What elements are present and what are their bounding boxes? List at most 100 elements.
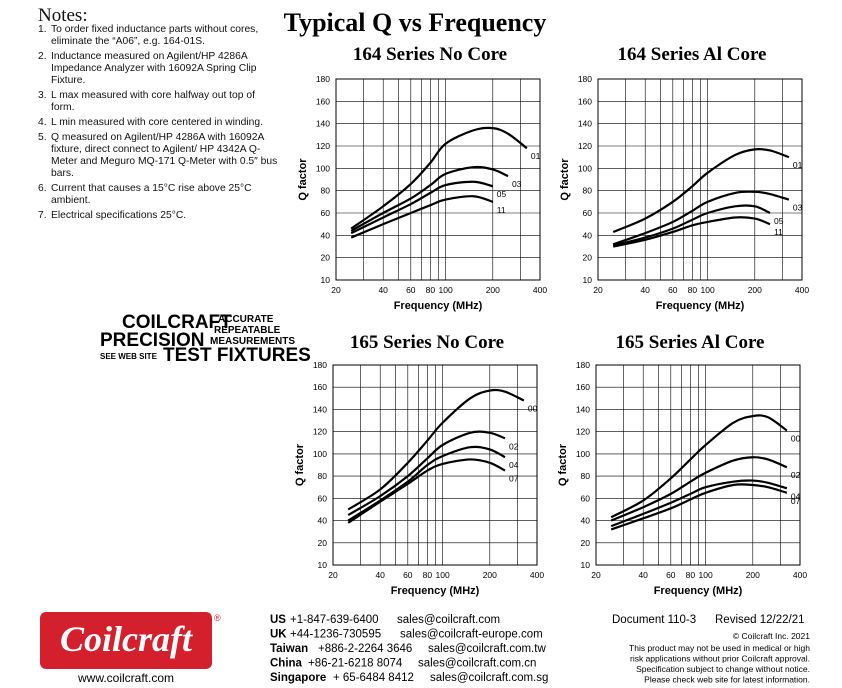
badge-brand: COILCRAFT	[122, 312, 232, 333]
contact-region: Singapore	[270, 672, 326, 684]
q-curve	[350, 165, 509, 232]
x-tick-label: 200	[746, 570, 760, 580]
y-tick-label: 80	[318, 471, 328, 481]
chart: 164 Series No Core1020406080100120140160…	[297, 44, 547, 312]
x-tick-label: 80	[426, 285, 436, 295]
note-text: Current that causes a 15°C rise above 25…	[51, 183, 252, 206]
y-tick-label: 80	[581, 471, 591, 481]
disclaimer-line: Please check web site for latest informa…	[644, 675, 810, 685]
contact-phone: +1-847-639-6400	[290, 614, 379, 626]
series-label: 03	[793, 203, 803, 213]
y-tick-label: 160	[313, 382, 327, 392]
contact-email: sales@coilcraft.com.sg	[430, 672, 548, 684]
logo-url: www.coilcraft.com	[77, 671, 174, 685]
chart-title: 165 Series Al Core	[616, 332, 765, 353]
x-tick-label: 40	[375, 570, 385, 580]
series-label: 04	[509, 460, 519, 470]
x-tick-label: 400	[795, 285, 809, 295]
x-tick-label: 400	[530, 570, 544, 580]
y-tick-label: 180	[576, 360, 590, 370]
q-curve	[350, 126, 528, 230]
note: 3. L max measured with core halfway out t…	[38, 90, 280, 114]
contact-region: UK	[270, 629, 287, 641]
q-curve	[612, 147, 790, 233]
note: 4. L min measured with core centered in w…	[38, 117, 280, 129]
q-curve	[350, 195, 494, 239]
q-curve	[610, 456, 788, 522]
contact-email: sales@coilcraft.com	[397, 614, 500, 626]
series-label: 04	[791, 491, 801, 501]
x-tick-label: 60	[403, 570, 413, 580]
x-tick-label: 40	[640, 285, 650, 295]
y-tick-label: 20	[321, 253, 331, 263]
note-text: L max measured with core halfway out top…	[51, 90, 255, 113]
y-tick-label: 40	[581, 516, 591, 526]
copyright: © Coilcraft Inc. 2021	[733, 631, 810, 641]
contact-phone: +86-21-6218 8074	[308, 658, 403, 670]
x-tick-label: 40	[378, 285, 388, 295]
x-tick-label: 80	[686, 570, 696, 580]
x-tick-label: 100	[701, 285, 715, 295]
x-tick-label: 100	[436, 570, 450, 580]
y-axis-label: Q factor	[557, 443, 569, 486]
badge-tag: MEASUREMENTS	[210, 336, 295, 347]
y-tick-label: 120	[576, 427, 590, 437]
series-label: 11	[497, 205, 506, 215]
series-label: 05	[497, 189, 507, 199]
y-tick-label: 20	[318, 538, 328, 548]
y-tick-label: 60	[318, 493, 328, 503]
y-tick-label: 10	[318, 560, 328, 570]
series-label: 02	[791, 470, 801, 480]
contact-email: sales@coilcraft-europe.com	[400, 629, 543, 641]
series-label: 05	[774, 216, 784, 226]
y-tick-label: 60	[581, 493, 591, 503]
x-tick-label: 80	[688, 285, 698, 295]
x-tick-label: 20	[328, 570, 338, 580]
badge-web: SEE WEB SITE	[100, 352, 158, 361]
y-tick-label: 20	[581, 538, 591, 548]
q-curve	[612, 204, 771, 247]
note: 7. Electrical specifications 25°C.	[38, 210, 280, 222]
note: 2. Inductance measured on Agilent/HP 4286…	[38, 51, 280, 87]
logo-mark: ®	[214, 613, 221, 623]
x-axis-label: Frequency (MHz)	[654, 585, 743, 597]
x-tick-label: 60	[666, 570, 676, 580]
logo-box	[40, 612, 212, 669]
y-tick-label: 140	[316, 119, 330, 129]
revision: Revised 12/22/21	[715, 614, 805, 626]
disclaimer-line: This product may not be used in medical …	[629, 643, 810, 653]
y-tick-label: 40	[321, 230, 331, 240]
y-tick-label: 120	[578, 141, 592, 151]
note-number: 4.	[38, 117, 47, 128]
x-tick-label: 200	[486, 285, 500, 295]
y-tick-label: 40	[583, 230, 593, 240]
contact-email: sales@coilcraft.com.cn	[418, 658, 536, 670]
q-curve	[612, 216, 771, 248]
x-tick-label: 100	[439, 285, 453, 295]
note-number: 6.	[38, 183, 47, 194]
q-curve	[347, 388, 525, 511]
y-tick-label: 180	[316, 74, 330, 84]
note: 1. To order fixed inductance parts withou…	[38, 24, 280, 48]
y-axis-label: Q factor	[294, 443, 306, 486]
series-label: 11	[774, 227, 783, 237]
document-number: Document 110-3	[612, 614, 696, 626]
y-tick-label: 160	[316, 96, 330, 106]
y-tick-label: 80	[583, 186, 593, 196]
x-tick-label: 60	[668, 285, 678, 295]
q-curve	[347, 430, 506, 516]
contact-region: US	[270, 614, 286, 626]
y-tick-label: 10	[321, 275, 331, 285]
y-tick-label: 140	[576, 404, 590, 414]
chart-title: 164 Series Al Core	[618, 44, 767, 65]
plot-frame	[595, 364, 801, 566]
y-tick-label: 160	[578, 96, 592, 106]
x-tick-label: 20	[591, 570, 601, 580]
chart-title: 164 Series No Core	[353, 44, 507, 65]
series-label: 01	[793, 160, 803, 170]
notes-heading: Notes:	[38, 5, 88, 26]
chart: 165 Series No Core1020406080100120140160…	[294, 332, 544, 597]
note-number: 1.	[38, 24, 47, 35]
plot-frame	[332, 364, 538, 566]
y-tick-label: 100	[578, 163, 592, 173]
